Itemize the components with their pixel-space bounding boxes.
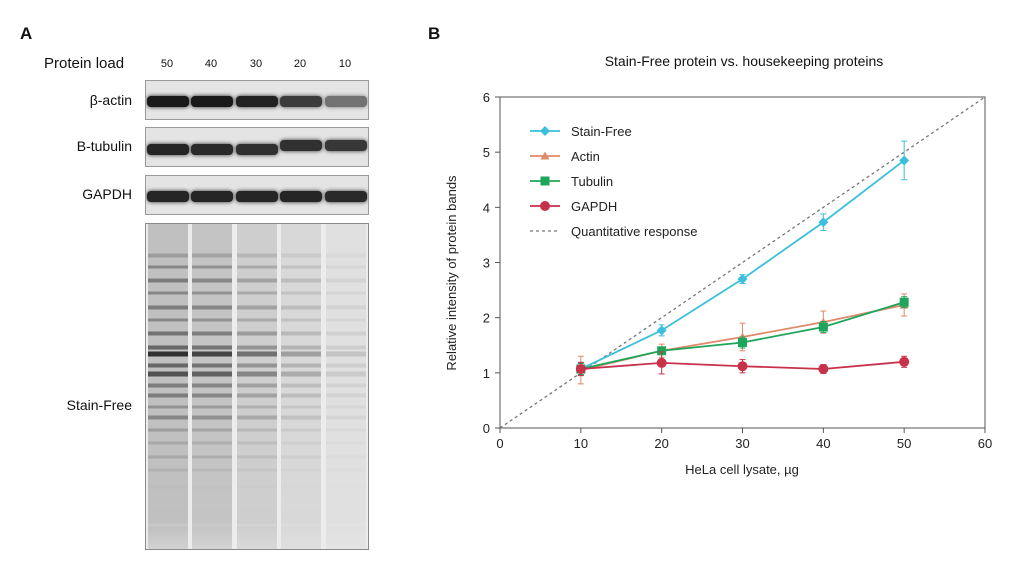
gel-lane bbox=[281, 224, 321, 549]
gapdh-label: GAPDH bbox=[82, 186, 132, 202]
blot-band bbox=[147, 144, 189, 155]
y-tick-label: 6 bbox=[483, 90, 490, 105]
stain-free-point bbox=[656, 325, 667, 336]
y-tick-label: 3 bbox=[483, 256, 490, 271]
x-axis-title: HeLa cell lysate, µg bbox=[685, 462, 799, 477]
load-value-40: 40 bbox=[204, 58, 218, 70]
x-tick-label: 30 bbox=[735, 436, 749, 451]
stain-free-gel-image bbox=[145, 223, 369, 550]
tubulin-point bbox=[899, 297, 909, 307]
tubulin-point bbox=[818, 322, 828, 332]
b-tubulin-label: B-tubulin bbox=[76, 138, 132, 154]
stain-free-point bbox=[818, 217, 829, 228]
y-tick-label: 0 bbox=[483, 421, 490, 436]
tubulin-point bbox=[657, 346, 667, 356]
load-value-50: 50 bbox=[160, 58, 174, 70]
gel-lane bbox=[192, 224, 232, 549]
gapdh-point bbox=[737, 361, 748, 372]
b-tubulin-blot bbox=[145, 127, 369, 167]
quantitative-response-line bbox=[499, 96, 986, 429]
blot-band bbox=[280, 191, 322, 202]
legend-marker-actin bbox=[540, 151, 550, 160]
beta-actin-blot bbox=[145, 80, 369, 120]
y-tick-label: 1 bbox=[483, 366, 490, 381]
legend-label-tubulin: Tubulin bbox=[571, 174, 613, 189]
gel-lane bbox=[326, 224, 366, 549]
load-value-10: 10 bbox=[338, 58, 352, 70]
blot-band bbox=[191, 191, 233, 202]
legend-marker-tubulin bbox=[540, 176, 550, 186]
gapdh-point bbox=[818, 363, 829, 374]
panel-a-letter: A bbox=[20, 24, 33, 43]
load-value-20: 20 bbox=[293, 58, 307, 70]
x-tick-label: 0 bbox=[496, 436, 503, 451]
blot-band bbox=[325, 191, 367, 202]
gapdh-point bbox=[899, 356, 910, 367]
blot-band bbox=[236, 191, 278, 202]
blot-band bbox=[325, 96, 367, 107]
blot-band bbox=[280, 96, 322, 107]
beta-actin-label: β-actin bbox=[89, 92, 132, 108]
panel-b-letter: B bbox=[428, 24, 441, 43]
load-value-30: 30 bbox=[249, 58, 263, 70]
x-tick-label: 10 bbox=[574, 436, 588, 451]
stain-free-point bbox=[737, 274, 748, 285]
chart-title: Stain-Free protein vs. housekeeping prot… bbox=[605, 53, 884, 69]
blot-band bbox=[147, 96, 189, 107]
y-tick-label: 2 bbox=[483, 311, 490, 326]
gapdh-point bbox=[656, 357, 667, 368]
x-tick-label: 60 bbox=[978, 436, 992, 451]
stain-free-label: Stain-Free bbox=[66, 397, 132, 413]
y-tick-label: 4 bbox=[483, 200, 490, 215]
gapdh-blot bbox=[145, 175, 369, 215]
blot-band bbox=[236, 96, 278, 107]
legend-label-stain-free: Stain-Free bbox=[571, 124, 632, 139]
y-tick-label: 5 bbox=[483, 145, 490, 160]
x-tick-label: 20 bbox=[654, 436, 668, 451]
blot-band bbox=[191, 144, 233, 155]
legend-label-gapdh: GAPDH bbox=[571, 199, 617, 214]
gel-lane bbox=[148, 224, 188, 549]
protein-load-label: Protein load bbox=[44, 55, 125, 72]
blot-band bbox=[191, 96, 233, 107]
blot-band bbox=[280, 140, 322, 151]
blot-band bbox=[325, 140, 367, 151]
legend-marker-gapdh bbox=[540, 201, 550, 211]
gapdh-point bbox=[575, 363, 586, 374]
tubulin-point bbox=[738, 337, 747, 347]
stain-free-point bbox=[899, 155, 910, 166]
legend-label-quantitative-response: Quantitative response bbox=[571, 224, 697, 239]
gel-lane bbox=[237, 224, 277, 549]
blot-band bbox=[147, 191, 189, 202]
x-tick-label: 40 bbox=[816, 436, 830, 451]
legend-label-actin: Actin bbox=[571, 149, 600, 164]
line-chart: Stain-Free protein vs. housekeeping prot… bbox=[444, 53, 992, 477]
x-tick-label: 50 bbox=[897, 436, 911, 451]
legend-marker-stain-free bbox=[540, 126, 550, 136]
y-axis-title: Relative intensity of protein bands bbox=[444, 175, 459, 371]
blot-band bbox=[236, 144, 278, 155]
